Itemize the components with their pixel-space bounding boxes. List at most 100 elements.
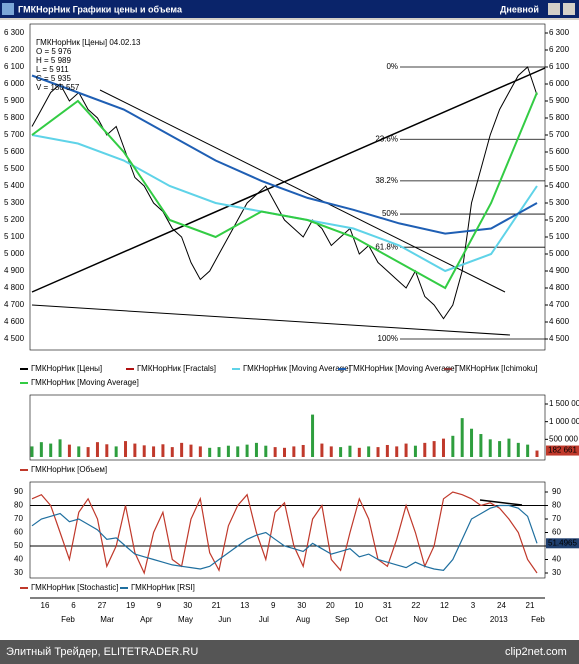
- x-tick-label: Feb: [531, 615, 545, 624]
- y-tick-label: 5 000: [4, 249, 25, 258]
- legend-label: ГМКНорНик [Объем]: [31, 465, 107, 474]
- volume-bar: [385, 444, 389, 457]
- x-tick-label: Oct: [375, 615, 388, 624]
- y-tick-label: 500 000: [549, 434, 578, 443]
- y-tick-label: 4 800: [549, 283, 570, 292]
- y-tick-label: 5 400: [549, 181, 570, 190]
- volume-bar: [180, 442, 184, 457]
- x-tick-label: 12: [440, 601, 449, 610]
- volume-bar: [320, 443, 324, 457]
- y-tick-label: 80: [14, 501, 23, 510]
- y-tick-label: 90: [14, 487, 23, 496]
- volume-bar: [124, 441, 128, 457]
- volume-bar: [30, 446, 34, 457]
- volume-bar: [39, 442, 43, 457]
- timeframe[interactable]: Дневной: [500, 4, 539, 14]
- y-tick-label: 6 200: [549, 45, 570, 54]
- y-tick-label: 30: [552, 568, 561, 577]
- x-tick-label: 10: [354, 601, 363, 610]
- volume-bar: [441, 438, 445, 457]
- series-line: [31, 66, 538, 320]
- legend-label: ГМКНорНик [RSI]: [131, 583, 195, 592]
- y-tick-label: 80: [552, 501, 561, 510]
- x-tick-label: Apr: [140, 615, 153, 624]
- x-tick-label: 6: [71, 601, 76, 610]
- x-tick-label: 2013: [490, 615, 508, 624]
- x-tick-label: 30: [297, 601, 306, 610]
- title-bar: [0, 0, 579, 18]
- volume-bar: [367, 446, 371, 457]
- volume-bar: [58, 439, 62, 457]
- y-tick-label: 5 900: [4, 96, 25, 105]
- x-tick-label: 31: [383, 601, 392, 610]
- y-tick-label: 60: [14, 528, 23, 537]
- y-tick-label: 5 100: [4, 232, 25, 241]
- y-tick-label: 6 100: [549, 62, 570, 71]
- volume-bar: [535, 450, 539, 457]
- price-info: V = 180 557: [36, 83, 80, 92]
- volume-bar: [339, 447, 343, 457]
- volume-bar: [264, 445, 268, 457]
- volume-bar: [142, 445, 146, 457]
- y-tick-label: 4 500: [549, 334, 570, 343]
- volume-bar: [311, 414, 315, 457]
- volume-bar: [451, 435, 455, 457]
- x-tick-label: 19: [126, 601, 135, 610]
- last-value-label: 51.4965: [548, 538, 577, 547]
- app-icon: [2, 3, 14, 15]
- y-tick-label: 1 000 000: [549, 417, 579, 426]
- volume-bar: [432, 441, 436, 457]
- y-tick-label: 4 500: [4, 334, 25, 343]
- y-tick-label: 5 500: [4, 164, 25, 173]
- volume-bar: [488, 439, 492, 457]
- y-tick-label: 5 700: [549, 130, 570, 139]
- legend-label: ГМКНорНик [Цены]: [31, 364, 102, 373]
- volume-bar: [273, 447, 277, 457]
- series-line: [31, 92, 538, 290]
- y-tick-label: 4 800: [4, 283, 25, 292]
- minimize-button[interactable]: [548, 3, 560, 15]
- x-tick-label: Aug: [296, 615, 310, 624]
- volume-bar: [161, 444, 165, 457]
- x-tick-label: Jul: [259, 615, 269, 624]
- series-line: [31, 504, 538, 571]
- x-tick-label: Jun: [218, 615, 231, 624]
- y-tick-label: 70: [552, 514, 561, 523]
- chart-area: [0, 20, 579, 640]
- y-tick-label: 50: [14, 541, 23, 550]
- x-tick-label: 9: [157, 601, 162, 610]
- fib-label: 61.8%: [375, 242, 398, 251]
- x-tick-label: 13: [240, 601, 249, 610]
- fib-label: 38.2%: [375, 176, 398, 185]
- volume-bar: [413, 445, 417, 457]
- volume-frame: [29, 394, 546, 461]
- close-button[interactable]: [563, 3, 575, 15]
- y-tick-label: 5 200: [549, 215, 570, 224]
- legend-label: ГМКНорНик [Moving Average]: [243, 364, 351, 373]
- last-value-box: [546, 445, 579, 456]
- volume-bar: [292, 446, 296, 457]
- price-frame: [29, 23, 546, 351]
- y-tick-label: 6 300: [549, 28, 570, 37]
- x-tick-label: 9: [271, 601, 276, 610]
- series-line: [31, 74, 538, 235]
- x-tick-label: 20: [326, 601, 335, 610]
- last-value-box: [546, 538, 579, 549]
- volume-bar: [226, 445, 230, 457]
- volume-bar: [77, 446, 81, 457]
- volume-bar: [217, 447, 221, 457]
- footer-bar: [0, 640, 579, 664]
- volume-bar: [516, 442, 520, 457]
- series-line: [31, 491, 538, 575]
- y-tick-label: 60: [552, 528, 561, 537]
- y-tick-label: 5 600: [549, 147, 570, 156]
- volume-bar: [348, 445, 352, 457]
- trend-line: [99, 89, 506, 293]
- watermark: clip2net.com: [505, 646, 567, 658]
- y-tick-label: 5 400: [4, 181, 25, 190]
- volume-bar: [423, 442, 427, 457]
- trend-line: [31, 304, 511, 336]
- volume-bar: [198, 446, 202, 457]
- volume-bar: [301, 444, 305, 457]
